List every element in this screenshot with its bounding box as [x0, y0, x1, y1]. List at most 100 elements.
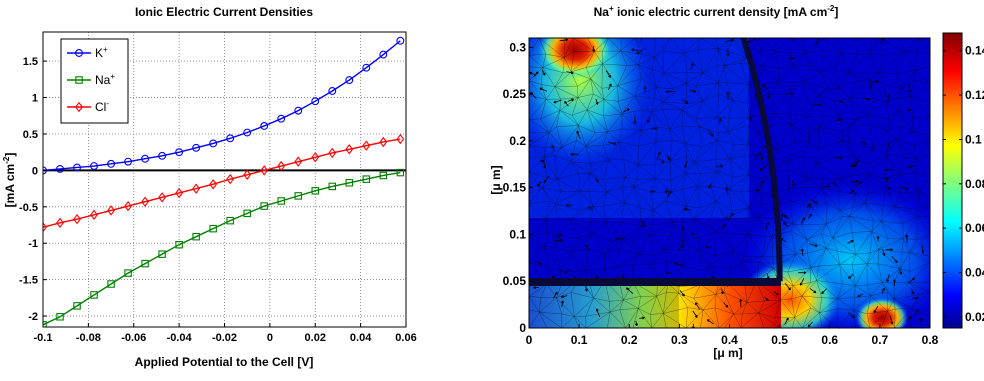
data-point-k: [141, 154, 150, 163]
colorbar-tick-label: 0.1: [965, 132, 982, 146]
series-line-na: [43, 171, 401, 326]
data-point-cl: [90, 209, 98, 221]
colorbar-ticks: 0.02 0.04 0.06 0.08 0.1 0.12 0.14: [943, 44, 984, 324]
left-x-tick-label: 0.04: [350, 332, 372, 344]
data-point-cl: [243, 169, 252, 180]
data-point-k: [396, 36, 405, 45]
right-y-tick-label: 0.15: [503, 181, 527, 195]
data-point-na: [56, 313, 64, 321]
series-line-k: [43, 40, 401, 172]
left-x-tick-label: 0.02: [305, 332, 326, 344]
data-point-na: [73, 302, 81, 310]
mesh-dense-region: [529, 286, 679, 328]
right-x-tick-label: 0.1: [571, 333, 588, 347]
left-y-tick-label: 1.5: [23, 56, 38, 68]
left-y-ticks: -2 -1.5 -1 -0.5 0 0.5 1 1.5: [19, 56, 47, 323]
right-y-tick-label: 0.2: [509, 134, 526, 148]
data-point-cl: [175, 187, 184, 199]
data-point-cl: [362, 140, 371, 151]
data-point-k: [107, 159, 116, 168]
right-x-tick-label: 0.5: [771, 333, 788, 347]
data-point-na: [328, 182, 337, 191]
data-point-k: [90, 162, 98, 170]
left-legend: K+ Na+ Cl-: [60, 38, 129, 124]
right-y-ticks: 0 0.05 0.1 0.15 0.2 0.25 0.3: [503, 40, 533, 335]
data-point-cl: [226, 173, 235, 185]
data-point-k: [311, 97, 320, 106]
data-point-k: [73, 163, 81, 172]
left-x-tick-label: -0.06: [121, 332, 146, 344]
left-x-tick-label: -0.1: [34, 332, 53, 344]
data-point-na: [277, 197, 285, 205]
left-y-tick-label: 0: [32, 165, 38, 177]
legend-label-k: K+: [95, 45, 108, 60]
data-point-cl: [294, 156, 303, 167]
data-point-na: [243, 209, 251, 218]
data-point-na: [294, 192, 302, 200]
data-point-na: [158, 250, 166, 258]
data-point-cl: [43, 221, 47, 233]
left-x-ticks: -0.1 -0.08 -0.06 -0.04 -0.02 0 0.02 0.04 0.06: [34, 323, 417, 344]
right-y-tick-label: 0.05: [503, 274, 527, 288]
right-chart-title: Na+ ionic electric current density [mA c…: [594, 4, 839, 19]
data-point-cl: [311, 152, 320, 163]
left-y-tick-label: -1.5: [19, 275, 38, 287]
right-x-tick-label: 0: [526, 333, 533, 347]
legend-label-cl: Cl-: [95, 99, 109, 114]
data-point-k: [260, 122, 269, 130]
right-x-tick-label: 0.3: [671, 333, 688, 347]
data-point-na: [362, 175, 371, 183]
right-x-tick-label: 0.7: [872, 333, 889, 347]
data-point-na: [345, 179, 354, 187]
data-point-cl: [107, 205, 115, 216]
data-point-k: [277, 114, 286, 123]
data-point-k: [362, 63, 371, 72]
data-point-k: [124, 157, 133, 166]
data-point-na: [396, 168, 405, 177]
data-point-na: [192, 232, 200, 241]
right-y-tick-label: 0.1: [509, 227, 526, 241]
membrane-arc: [740, 38, 783, 282]
left-y-axis-label: [mA cm-2]: [2, 153, 17, 208]
data-point-na: [311, 187, 319, 195]
left-line-chart: Ionic Electric Current Densities -0.1 -0.…: [2, 5, 417, 369]
data-point-k: [158, 151, 167, 160]
colorbar-tick-label: 0.14: [965, 44, 984, 58]
legend-label-na: Na+: [95, 72, 115, 87]
data-point-cl: [158, 192, 166, 203]
colorbar-tick-label: 0.02: [965, 310, 984, 324]
left-y-tick-label: -2: [28, 311, 38, 323]
mesh-edges: [529, 38, 930, 328]
data-point-na: [209, 224, 217, 233]
series-cl: [43, 133, 405, 233]
series-na: [43, 168, 405, 327]
data-point-k: [294, 106, 303, 115]
data-point-k: [209, 139, 218, 148]
left-x-tick-label: -0.04: [167, 332, 193, 344]
legend-marker-cl: [75, 101, 83, 113]
right-y-tick-label: 0.3: [509, 40, 526, 54]
membrane-channel-wall: [529, 278, 781, 286]
data-point-cl: [141, 196, 149, 207]
right-heatmap-chart: Na+ ionic electric current density [mA c…: [489, 4, 984, 360]
data-point-cl: [209, 179, 218, 190]
left-y-tick-label: -0.5: [19, 202, 38, 214]
data-point-k: [56, 164, 64, 173]
data-point-cl: [379, 136, 388, 148]
data-point-k: [175, 148, 184, 157]
data-point-na: [260, 202, 268, 210]
data-point-k: [345, 76, 354, 85]
data-point-k: [379, 50, 388, 59]
data-point-cl: [192, 183, 201, 194]
right-x-axis-label: [μ m]: [713, 346, 742, 360]
data-point-na: [226, 216, 234, 225]
left-y-tick-label: -1: [28, 238, 38, 250]
heatmap-field: [529, 38, 930, 328]
data-point-cl: [345, 144, 354, 155]
left-series-group: [43, 36, 405, 327]
left-x-axis-label: Applied Potential to the Cell [V]: [135, 355, 314, 369]
data-point-k: [328, 87, 337, 95]
data-point-na: [43, 321, 47, 327]
legend-marker-k: [75, 49, 83, 57]
right-y-tick-label: 0: [519, 321, 526, 335]
